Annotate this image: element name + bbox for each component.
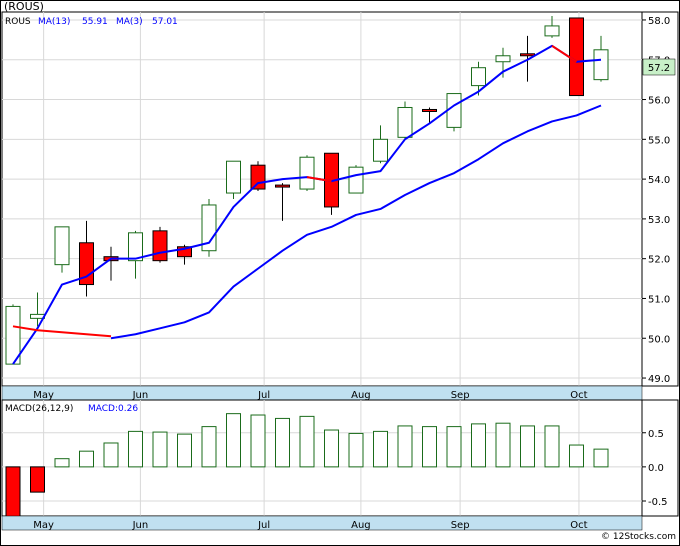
price-y-tick-label: 53.0 xyxy=(648,215,670,226)
price-y-tick-label: 54.0 xyxy=(648,175,670,186)
macd-x-axis-band xyxy=(1,515,643,531)
price-y-tick-label: 51.0 xyxy=(648,294,670,305)
ma3-down-segment xyxy=(306,176,332,183)
macd-bar-positive xyxy=(544,425,560,468)
macd-bar-positive xyxy=(177,433,192,468)
macd-bars xyxy=(5,413,609,526)
candle-down xyxy=(250,164,266,190)
ma3-down-segment xyxy=(12,325,112,338)
price-x-tick-label: May xyxy=(33,390,54,401)
price-y-tick-label: 55.0 xyxy=(648,135,670,146)
candle-down xyxy=(152,230,168,262)
macd-bar-positive xyxy=(471,423,486,468)
candle-down xyxy=(569,17,584,97)
price-panel: 49.050.051.052.053.054.055.056.057.058.0… xyxy=(1,11,679,401)
price-x-tick-label: Sep xyxy=(451,390,470,401)
ticker-label: (ROUS) xyxy=(4,0,44,13)
candle-down xyxy=(422,108,437,112)
macd-bar-positive xyxy=(226,413,241,468)
macd-bar-positive xyxy=(569,444,584,468)
macd-bar-positive xyxy=(128,430,143,468)
macd-bar-positive xyxy=(54,458,70,468)
macd-legend-label: MACD(26,12,9) xyxy=(5,404,73,414)
macd-bar-positive xyxy=(201,426,217,468)
macd-x-tick-label: Aug xyxy=(351,520,371,531)
candle-up xyxy=(397,106,413,138)
macd-x-tick-label: Oct xyxy=(570,520,587,531)
macd-bar-positive xyxy=(250,414,266,468)
macd-bar-positive xyxy=(373,430,388,468)
macd-y-tick-label: 0.5 xyxy=(648,429,664,440)
price-y-tick-label: 56.0 xyxy=(648,96,670,107)
price-x-axis-band xyxy=(1,385,643,401)
price-x-tick-label: Oct xyxy=(570,390,587,401)
macd-y-axis-band xyxy=(641,399,679,517)
macd-bar-positive xyxy=(299,415,315,468)
macd-bar-positive xyxy=(422,426,437,468)
last-price-tag-bg xyxy=(642,58,676,76)
candle-up xyxy=(593,49,609,81)
macd-bar-positive xyxy=(152,431,168,468)
candle-up xyxy=(495,55,511,63)
copyright: © 12Stocks.com xyxy=(601,532,676,542)
price-legend-ma13-label: MA(13) xyxy=(38,17,70,27)
macd-bar-positive xyxy=(520,425,535,468)
price-y-tick-label: 50.0 xyxy=(648,334,670,345)
ma3-down-segment xyxy=(551,44,578,63)
candle-up xyxy=(446,93,462,128)
price-y-tick-label: 49.0 xyxy=(648,374,670,385)
candle-up xyxy=(226,160,241,194)
price-x-tick-label: Aug xyxy=(351,390,371,401)
candle-down xyxy=(275,184,290,188)
candle-up xyxy=(299,156,315,190)
price-legend-symbol: ROUS xyxy=(5,17,31,27)
candle-up xyxy=(544,25,560,37)
price-y-tick-label: 52.0 xyxy=(648,255,670,266)
macd-bar-positive xyxy=(397,425,413,468)
candle-up xyxy=(54,226,70,266)
macd-bar-positive xyxy=(103,442,119,468)
price-grid xyxy=(2,12,642,386)
price-legend-ma3-label: MA(3) xyxy=(116,17,143,27)
candle-up xyxy=(373,138,388,162)
ma13-long-line xyxy=(110,104,602,340)
candle-up xyxy=(348,166,364,194)
price-x-tick-label: Jul xyxy=(257,390,270,401)
macd-bar-positive xyxy=(348,432,364,468)
candle-up xyxy=(471,67,486,87)
price-legend-ma3-value: 57.01 xyxy=(152,17,178,27)
price-x-ticks: May Jun Jul Aug Sep Oct xyxy=(33,390,587,401)
macd-legend-value: MACD:0.26 xyxy=(88,404,138,414)
price-legend-ma13-value: 55.91 xyxy=(82,17,108,27)
macd-bar-negative xyxy=(30,466,45,493)
candle-down xyxy=(177,246,192,258)
macd-x-ticks: May Jun Jul Aug Sep Oct xyxy=(33,520,587,531)
price-y-tick-label: 58.0 xyxy=(648,16,670,27)
macd-y-tick-label: -0.5 xyxy=(648,497,668,508)
ma3-line xyxy=(12,44,578,338)
last-price-tag-text: 57.2 xyxy=(648,63,670,74)
macd-y-ticks: 0.5 0.0 -0.5 xyxy=(642,429,668,508)
macd-bar-positive xyxy=(495,422,511,468)
macd-x-tick-label: May xyxy=(33,520,54,531)
candle-up xyxy=(128,232,143,262)
macd-bar-positive xyxy=(593,448,609,468)
price-x-tick-label: Jun xyxy=(132,390,149,401)
price-plot-area xyxy=(1,11,643,387)
last-price-tag: 57.2 xyxy=(642,58,676,76)
candle-down xyxy=(520,53,535,57)
macd-bar-positive xyxy=(275,417,290,468)
macd-bar-positive xyxy=(324,429,339,468)
ma13-long-polyline xyxy=(110,104,602,340)
macd-x-tick-label: Jun xyxy=(132,520,149,531)
macd-y-tick-label: 0.0 xyxy=(648,463,664,474)
macd-panel: 0.5 0.0 -0.5 MACD(26,12,9) MACD:0.26 May Ju… xyxy=(1,399,679,531)
macd-x-tick-label: Sep xyxy=(451,520,470,531)
macd-x-tick-label: Jul xyxy=(257,520,270,531)
macd-bar-positive xyxy=(446,426,462,468)
macd-bar-positive xyxy=(79,450,94,468)
